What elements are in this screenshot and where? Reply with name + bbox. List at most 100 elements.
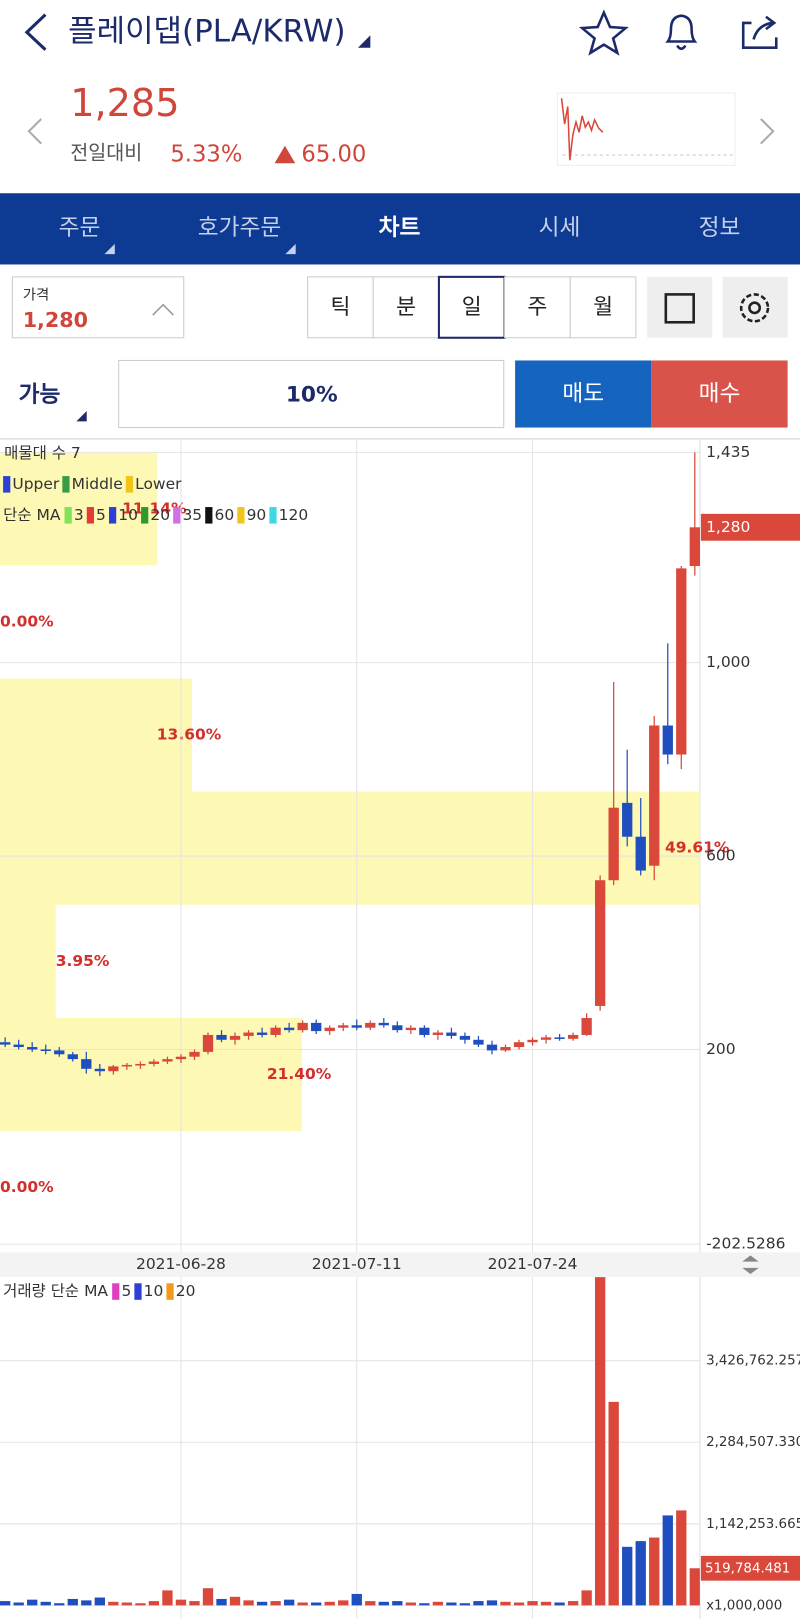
share-icon[interactable] (741, 15, 778, 49)
tabs: 주문 호가주문 차트 시세 정보 (59, 215, 741, 255)
buy-label: 매수 (699, 381, 741, 407)
up-triangle (274, 145, 296, 164)
settings-button[interactable] (722, 276, 788, 338)
volume-bar (351, 1593, 362, 1606)
volume-bar (594, 1277, 606, 1606)
volume-profile-bar (0, 791, 701, 905)
settings-icon (739, 293, 770, 323)
candle-body (135, 1063, 146, 1066)
candle-body (540, 1037, 552, 1040)
legend-label: Lower (135, 475, 182, 493)
title[interactable]: 플레이댑(PLA/KRW) (68, 14, 345, 50)
candle-body (324, 1027, 335, 1032)
resize-handle[interactable] (742, 1255, 759, 1275)
buy-button[interactable] (651, 360, 788, 428)
alert-icon[interactable] (665, 14, 698, 50)
tab-label[interactable]: 정보 (699, 215, 741, 241)
legend-swatch (62, 476, 70, 493)
legend-label: 3 (74, 506, 84, 524)
candle-body (81, 1059, 92, 1069)
legend-swatch (134, 1283, 142, 1300)
volume-tick-label: 1,142,253.665 (706, 1517, 800, 1532)
available-dropdown (76, 411, 87, 422)
legend-label: Middle (72, 475, 123, 493)
period-label: 분 (396, 295, 416, 320)
volume-bar (378, 1601, 389, 1606)
volume-bar (459, 1603, 471, 1606)
percent-value: 10% (286, 383, 338, 408)
candle-body (283, 1027, 295, 1031)
candle-body (13, 1044, 24, 1048)
volume-bar (338, 1600, 349, 1606)
candle-body (432, 1032, 444, 1035)
legend-swatch (269, 507, 277, 524)
candle-body (662, 725, 673, 755)
volume-bar (283, 1599, 295, 1606)
period-label: 월 (593, 295, 613, 320)
settings-icon-center (748, 301, 762, 315)
percent-box[interactable] (118, 359, 505, 429)
volume-profile-label: 11.14% (122, 499, 187, 517)
volume-bar (581, 1590, 592, 1606)
candle-body (581, 1018, 592, 1035)
candle-body (338, 1025, 349, 1028)
period-button[interactable] (504, 276, 571, 339)
back-button[interactable] (24, 13, 47, 51)
sell-button[interactable] (515, 360, 652, 428)
available-label[interactable]: 가능 (19, 382, 61, 408)
legend-label: 60 (215, 506, 235, 524)
volume-bar (662, 1515, 673, 1606)
period-button[interactable] (372, 276, 440, 339)
legend-label: 10 (144, 1282, 164, 1300)
volume-bar (108, 1601, 119, 1606)
candle-body (311, 1022, 322, 1032)
volume-bar (513, 1602, 525, 1606)
legend-label: 10 (118, 506, 138, 524)
layout-icon (664, 293, 695, 324)
tab-label[interactable]: 차트 (379, 215, 421, 241)
price-spinner[interactable] (152, 303, 174, 316)
price-value: 1,280 (23, 308, 88, 332)
volume-bar (392, 1601, 403, 1606)
candle-body (216, 1034, 227, 1040)
period-button[interactable] (569, 276, 637, 339)
tab-label[interactable]: 주문 (59, 215, 101, 241)
tab-bar (0, 193, 800, 265)
candle-body (162, 1059, 173, 1062)
prev-button[interactable] (27, 118, 43, 145)
layout-button[interactable] (647, 276, 713, 338)
chart: 11.14% 0.00% 13.60% 49.61% 3.95% 21.40% 0.00% 1… (0, 439, 800, 1619)
favorite-icon[interactable] (578, 9, 629, 56)
candle-body (419, 1027, 430, 1035)
volume-bar (311, 1602, 322, 1606)
volume-bar (81, 1600, 92, 1606)
next-button[interactable] (760, 118, 775, 145)
volume-bar (608, 1401, 619, 1606)
candle-body (392, 1025, 403, 1031)
sparkline-box (556, 92, 736, 166)
tab-label[interactable]: 호가주문 (198, 215, 282, 241)
tab-label[interactable]: 시세 (539, 215, 581, 241)
candle-body (270, 1027, 281, 1035)
candle-body (608, 807, 619, 881)
title-dropdown (357, 35, 371, 48)
candle-body (229, 1035, 241, 1040)
volume-tick-label: 2,284,507.330 (706, 1435, 800, 1450)
legend-swatch (86, 507, 94, 524)
candle-body (67, 1054, 78, 1060)
volume-profile-bar (0, 1017, 302, 1131)
candle-body (121, 1064, 133, 1067)
volume-profile-label: 13.60% (157, 726, 222, 744)
candle-body (40, 1049, 51, 1052)
x-tick-label: 2021-07-24 (488, 1255, 578, 1273)
volume-bar (13, 1602, 24, 1606)
volume-bar (419, 1603, 430, 1606)
price-box[interactable] (11, 276, 185, 339)
x-tick-label: 2021-06-28 (136, 1255, 226, 1273)
period-button[interactable] (437, 275, 506, 339)
indicator-title: 매물대 수 7 (4, 444, 81, 462)
volume-bar (202, 1588, 214, 1606)
legend-swatch (125, 476, 134, 493)
